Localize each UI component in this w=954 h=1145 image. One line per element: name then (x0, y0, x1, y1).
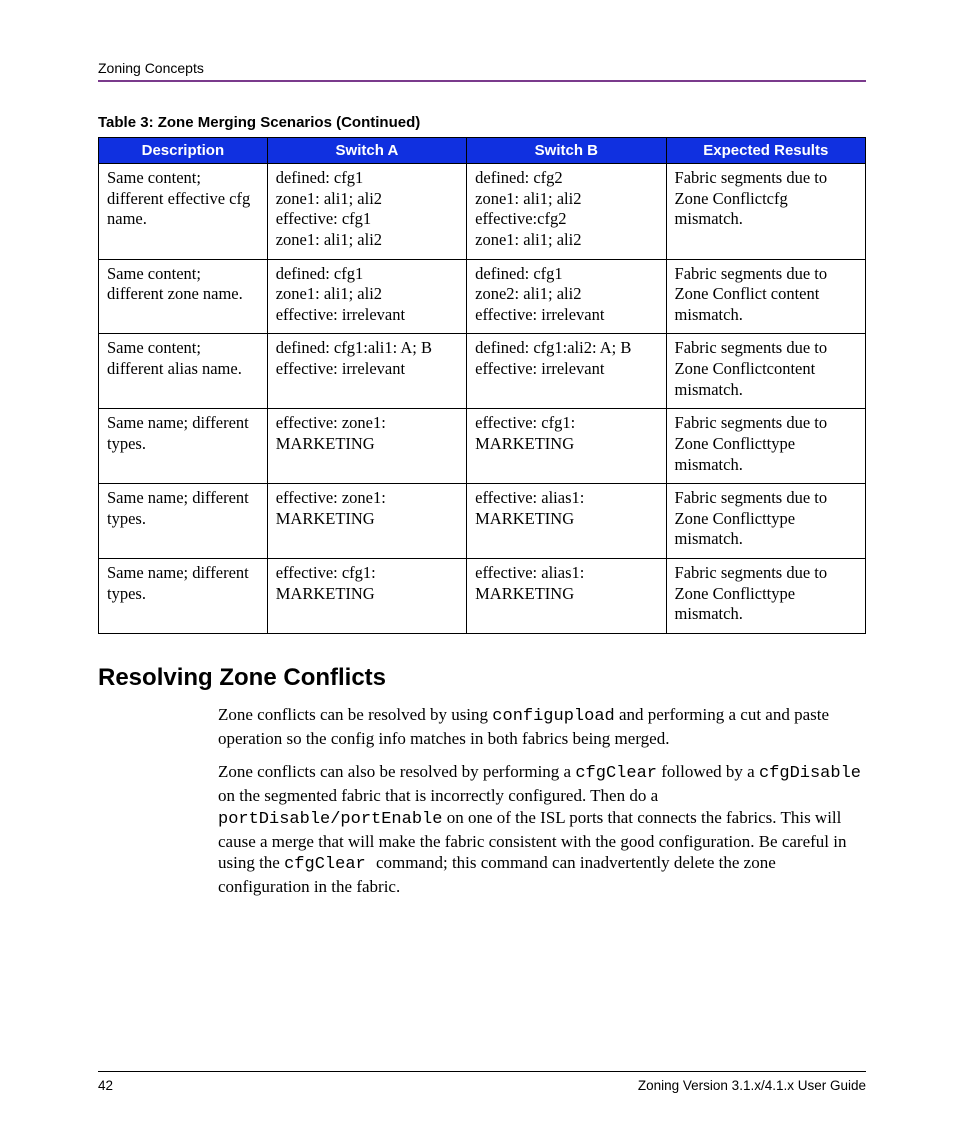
cell-expected: Fabric segments due to Zone Conflictcont… (666, 334, 865, 409)
cell-expected: Fabric segments due to Zone Conflicttype… (666, 409, 865, 484)
cell-expected: Fabric segments due to Zone Conflict con… (666, 259, 865, 334)
table-row: Same content; different alias name. defi… (99, 334, 866, 409)
text: Zone conflicts can be resolved by using (218, 705, 492, 724)
table-header-row: Description Switch A Switch B Expected R… (99, 138, 866, 164)
col-header-switch-a: Switch A (267, 138, 466, 164)
zone-merging-table: Description Switch A Switch B Expected R… (98, 137, 866, 634)
code-cfgclear-2: cfgClear (284, 855, 376, 874)
page-footer: 42 Zoning Version 3.1.x/4.1.x User Guide (98, 1071, 866, 1093)
cell-switch-a: defined: cfg1zone1: ali1; ali2effective:… (267, 164, 466, 260)
code-portdisable-portenable: portDisable/portEnable (218, 810, 442, 829)
paragraph-2: Zone conflicts can also be resolved by p… (218, 761, 866, 898)
cell-expected: Fabric segments due to Zone Conflicttype… (666, 559, 865, 634)
cell-switch-b: effective: cfg1: MARKETING (467, 409, 666, 484)
footer-title: Zoning Version 3.1.x/4.1.x User Guide (638, 1078, 866, 1093)
cell-switch-b: defined: cfg1zone2: ali1; ali2effective:… (467, 259, 666, 334)
table-row: Same name; different types. effective: z… (99, 409, 866, 484)
col-header-expected: Expected Results (666, 138, 865, 164)
paragraph-1: Zone conflicts can be resolved by using … (218, 704, 866, 750)
text: on the segmented fabric that is incorrec… (218, 786, 658, 805)
cell-description: Same content; different alias name. (99, 334, 268, 409)
cell-switch-a: effective: cfg1: MARKETING (267, 559, 466, 634)
table-body: Same content; different effective cfg na… (99, 164, 866, 634)
cell-switch-b: effective: alias1: MARKETING (467, 559, 666, 634)
col-header-description: Description (99, 138, 268, 164)
table-row: Same name; different types. effective: c… (99, 559, 866, 634)
cell-description: Same name; different types. (99, 409, 268, 484)
cell-switch-b: defined: cfg2zone1: ali1; ali2effective:… (467, 164, 666, 260)
code-cfgclear: cfgClear (575, 764, 657, 783)
cell-expected: Fabric segments due to Zone Conflicttype… (666, 484, 865, 559)
cell-description: Same content; different effective cfg na… (99, 164, 268, 260)
table-row: Same content; different zone name. defin… (99, 259, 866, 334)
cell-switch-b: effective: alias1: MARKETING (467, 484, 666, 559)
running-header: Zoning Concepts (98, 60, 866, 82)
cell-description: Same content; different zone name. (99, 259, 268, 334)
section-heading: Resolving Zone Conflicts (98, 664, 866, 692)
text: Zone conflicts can also be resolved by p… (218, 762, 575, 781)
cell-switch-a: effective: zone1: MARKETING (267, 484, 466, 559)
col-header-switch-b: Switch B (467, 138, 666, 164)
table-row: Same content; different effective cfg na… (99, 164, 866, 260)
table-row: Same name; different types. effective: z… (99, 484, 866, 559)
cell-description: Same name; different types. (99, 484, 268, 559)
cell-switch-b: defined: cfg1:ali2: A; Beffective: irrel… (467, 334, 666, 409)
cell-expected: Fabric segments due to Zone Conflictcfg … (666, 164, 865, 260)
cell-description: Same name; different types. (99, 559, 268, 634)
code-cfgdisable: cfgDisable (759, 764, 861, 783)
table-caption: Table 3: Zone Merging Scenarios (Continu… (98, 114, 866, 131)
section-body: Zone conflicts can be resolved by using … (218, 704, 866, 898)
code-configupload: configupload (492, 707, 614, 726)
cell-switch-a: effective: zone1: MARKETING (267, 409, 466, 484)
page-number: 42 (98, 1078, 113, 1093)
cell-switch-a: defined: cfg1zone1: ali1; ali2effective:… (267, 259, 466, 334)
text: followed by a (657, 762, 759, 781)
cell-switch-a: defined: cfg1:ali1: A; Beffective: irrel… (267, 334, 466, 409)
